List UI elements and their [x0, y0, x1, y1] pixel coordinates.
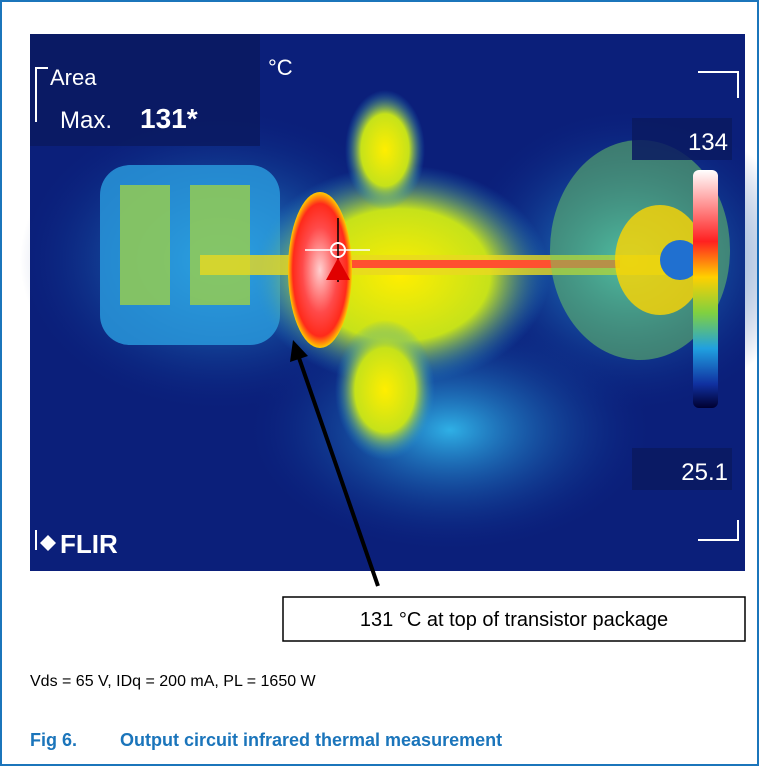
- scale-max: 134: [688, 129, 728, 156]
- caption-number: Fig 6.: [30, 730, 77, 750]
- max-label: Max.: [60, 107, 112, 134]
- brand: FLIR: [60, 529, 118, 559]
- conditions: Vds = 65 V, IDq = 200 mA, PL = 1650 W: [30, 673, 317, 690]
- max-value: 131*: [140, 103, 198, 134]
- callout-box: [282, 596, 746, 642]
- arrow: [296, 354, 380, 587]
- thermal-image: Area Max. 131* °C 134 25.1 FLIR: [20, 34, 759, 571]
- caption-title: Output circuit infrared thermal measurem…: [120, 730, 502, 750]
- unit: °C: [268, 55, 293, 80]
- arrow-head: [290, 340, 308, 362]
- callout: 131 °C at top of transistor package: [360, 609, 668, 631]
- area-label: Area: [50, 65, 97, 90]
- scale-min: 25.1: [681, 459, 728, 486]
